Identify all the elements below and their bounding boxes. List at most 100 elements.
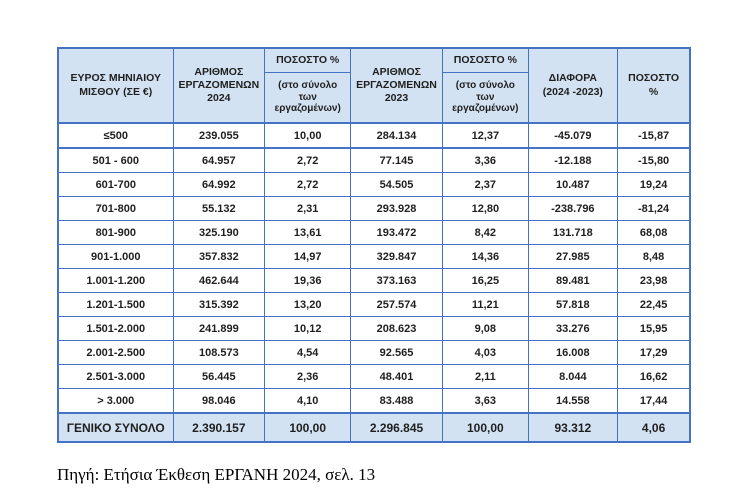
total-cell-percent-change: 4,06 <box>616 412 691 443</box>
table-row: 2.001-2.500 108.573 4,54 92.565 4,03 16.008 17… <box>57 340 691 365</box>
cell-employees-2024: 64.957 <box>172 147 266 173</box>
cell-difference: 16.008 <box>527 340 618 365</box>
cell-percent-2024: 19,36 <box>264 268 352 293</box>
col-header-label: ΠΟΣΟΣΤΟ % <box>265 49 350 73</box>
cell-salary-range: 1.201-1.500 <box>57 292 174 317</box>
cell-employees-2024: 325.190 <box>172 220 266 245</box>
cell-percent-change: 68,08 <box>616 220 691 245</box>
cell-employees-2023: 83.488 <box>350 388 443 414</box>
cell-percent-change: 17,29 <box>616 340 691 365</box>
total-cell-difference: 93.312 <box>527 412 618 443</box>
cell-percent-change: 8,48 <box>616 244 691 269</box>
cell-percent-2023: 12,37 <box>441 122 529 149</box>
cell-percent-change: -15,87 <box>616 122 691 149</box>
col-header-percent-2024: ΠΟΣΟΣΤΟ % (στο σύνολο των εργαζομένων) <box>264 47 352 124</box>
cell-percent-2023: 4,03 <box>441 340 529 365</box>
cell-percent-2024: 2,31 <box>264 196 352 221</box>
total-cell-employees-2024: 2.390.157 <box>172 412 266 443</box>
cell-salary-range: 601-700 <box>57 172 174 197</box>
table-row: 901-1.000 357.832 14,97 329.847 14,36 27.985 8… <box>57 244 691 269</box>
cell-salary-range: 901-1.000 <box>57 244 174 269</box>
total-cell-percent-2024: 100,00 <box>264 412 352 443</box>
cell-percent-2023: 12,80 <box>441 196 529 221</box>
col-header-employees-2024: ΑΡΙΘΜΟΣ ΕΡΓΑΖΟΜΕΝΩΝ 2024 <box>172 47 266 124</box>
cell-percent-change: -81,24 <box>616 196 691 221</box>
cell-difference: 89.481 <box>527 268 618 293</box>
cell-employees-2024: 56.445 <box>172 364 266 389</box>
col-header-employees-2023: ΑΡΙΘΜΟΣ ΕΡΓΑΖΟΜΕΝΩΝ 2023 <box>350 47 443 124</box>
col-header-label: ΔΙΑΦΟΡΑ (2024 -2023) <box>542 72 603 98</box>
cell-percent-2024: 10,12 <box>264 316 352 341</box>
cell-percent-2024: 14,97 <box>264 244 352 269</box>
col-header-label: ΑΡΙΘΜΟΣ ΕΡΓΑΖΟΜΕΝΩΝ 2023 <box>356 65 437 105</box>
col-header-difference: ΔΙΑΦΟΡΑ (2024 -2023) <box>527 47 618 124</box>
cell-salary-range: 2.001-2.500 <box>57 340 174 365</box>
cell-salary-range: 1.001-1.200 <box>57 268 174 293</box>
salary-table-container: ΕΥΡΟΣ ΜΗΝΙΑΙΟΥ ΜΙΣΘΟΥ (ΣΕ €) ΑΡΙΘΜΟΣ ΕΡΓ… <box>57 47 692 443</box>
col-header-salary-range: ΕΥΡΟΣ ΜΗΝΙΑΙΟΥ ΜΙΣΘΟΥ (ΣΕ €) <box>57 47 174 124</box>
cell-employees-2024: 55.132 <box>172 196 266 221</box>
cell-difference: -12.188 <box>527 147 618 173</box>
total-row-label: ΓΕΝΙΚΟ ΣΥΝΟΛΟ <box>57 412 174 443</box>
col-header-label: ΕΥΡΟΣ ΜΗΝΙΑΙΟΥ ΜΙΣΘΟΥ (ΣΕ €) <box>70 72 162 98</box>
total-cell-percent-2023: 100,00 <box>441 412 529 443</box>
cell-percent-change: 17,44 <box>616 388 691 414</box>
col-header-sublabel: (στο σύνολο των εργαζομένων) <box>274 80 341 115</box>
cell-employees-2024: 98.046 <box>172 388 266 414</box>
cell-percent-change: 19,24 <box>616 172 691 197</box>
table-row: 1.201-1.500 315.392 13,20 257.574 11,21 57.81… <box>57 292 691 317</box>
table-row: > 3.000 98.046 4,10 83.488 3,63 14.558 17,44 <box>57 388 691 414</box>
cell-salary-range: ≤500 <box>57 122 174 149</box>
cell-employees-2024: 357.832 <box>172 244 266 269</box>
cell-difference: 10.487 <box>527 172 618 197</box>
cell-employees-2023: 208.623 <box>350 316 443 341</box>
cell-percent-change: 22,45 <box>616 292 691 317</box>
cell-percent-change: 16,62 <box>616 364 691 389</box>
cell-percent-2024: 13,61 <box>264 220 352 245</box>
cell-salary-range: 501 - 600 <box>57 147 174 173</box>
cell-employees-2024: 315.392 <box>172 292 266 317</box>
cell-percent-2024: 4,10 <box>264 388 352 414</box>
cell-percent-2023: 11,21 <box>441 292 529 317</box>
cell-percent-2023: 8,42 <box>441 220 529 245</box>
table-row: 501 - 600 64.957 2,72 77.145 3,36 -12.188 -15,… <box>57 147 691 173</box>
cell-salary-range: 701-800 <box>57 196 174 221</box>
cell-difference: 33.276 <box>527 316 618 341</box>
header-row: ΕΥΡΟΣ ΜΗΝΙΑΙΟΥ ΜΙΣΘΟΥ (ΣΕ €) ΑΡΙΘΜΟΣ ΕΡΓ… <box>57 47 691 124</box>
table-footer: ΓΕΝΙΚΟ ΣΥΝΟΛΟ 2.390.157 100,00 2.296.845… <box>57 412 691 443</box>
col-header-percent-change: ΠΟΣΟΣΤΟ % <box>616 47 691 124</box>
cell-employees-2023: 329.847 <box>350 244 443 269</box>
col-header-sublabel: (στο σύνολο των εργαζομένων) <box>452 80 519 115</box>
cell-employees-2023: 48.401 <box>350 364 443 389</box>
cell-difference: -238.796 <box>527 196 618 221</box>
cell-percent-2024: 13,20 <box>264 292 352 317</box>
cell-percent-2024: 2,36 <box>264 364 352 389</box>
cell-percent-2023: 3,36 <box>441 147 529 173</box>
table-row: ≤500 239.055 10,00 284.134 12,37 -45.079 -15,8… <box>57 122 691 149</box>
cell-percent-change: -15,80 <box>616 147 691 173</box>
col-header-label: ΠΟΣΟΣΤΟ % <box>628 72 680 98</box>
cell-difference: 27.985 <box>527 244 618 269</box>
cell-employees-2024: 241.899 <box>172 316 266 341</box>
table-row: 1.501-2.000 241.899 10,12 208.623 9,08 33.276… <box>57 316 691 341</box>
cell-percent-2023: 9,08 <box>441 316 529 341</box>
cell-percent-2023: 2,11 <box>441 364 529 389</box>
total-cell-employees-2023: 2.296.845 <box>350 412 443 443</box>
cell-salary-range: 1.501-2.000 <box>57 316 174 341</box>
cell-employees-2023: 284.134 <box>350 122 443 149</box>
cell-employees-2024: 239.055 <box>172 122 266 149</box>
cell-employees-2023: 92.565 <box>350 340 443 365</box>
table-body: ≤500 239.055 10,00 284.134 12,37 -45.079 -15,8… <box>57 122 691 414</box>
cell-salary-range: 2.501-3.000 <box>57 364 174 389</box>
cell-percent-2024: 4,54 <box>264 340 352 365</box>
cell-percent-2023: 2,37 <box>441 172 529 197</box>
cell-salary-range: 801-900 <box>57 220 174 245</box>
cell-percent-2023: 14,36 <box>441 244 529 269</box>
cell-percent-2023: 16,25 <box>441 268 529 293</box>
cell-percent-2024: 2,72 <box>264 172 352 197</box>
table-row: 601-700 64.992 2,72 54.505 2,37 10.487 19,24 <box>57 172 691 197</box>
col-header-label: ΑΡΙΘΜΟΣ ΕΡΓΑΖΟΜΕΝΩΝ 2024 <box>178 65 260 105</box>
table-row: 701-800 55.132 2,31 293.928 12,80 -238.796 -81… <box>57 196 691 221</box>
salary-distribution-table: ΕΥΡΟΣ ΜΗΝΙΑΙΟΥ ΜΙΣΘΟΥ (ΣΕ €) ΑΡΙΘΜΟΣ ΕΡΓ… <box>57 47 692 443</box>
